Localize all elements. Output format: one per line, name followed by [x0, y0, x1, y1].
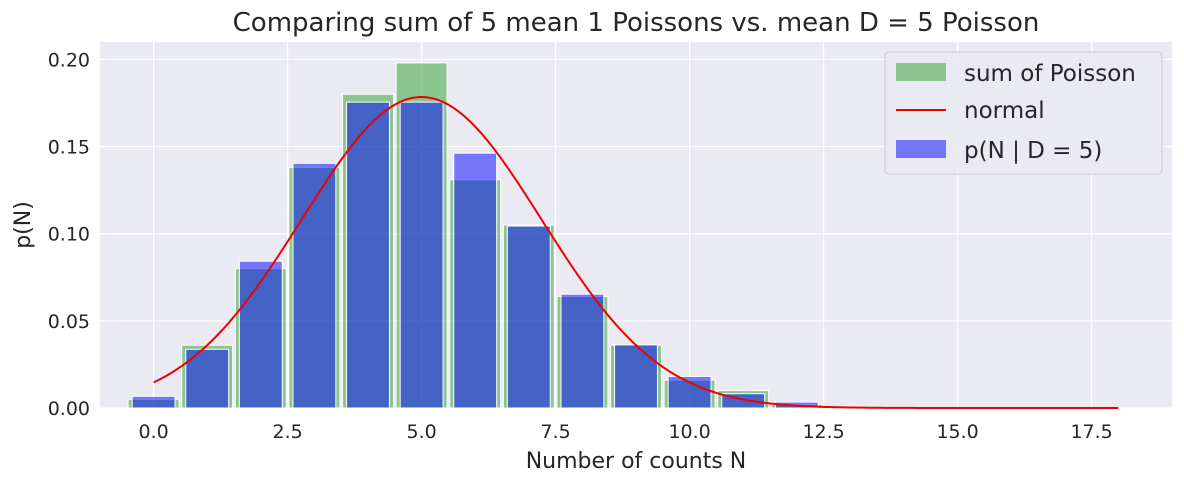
series-line-normal [153, 96, 1119, 409]
bar-poisson-d5-1 [185, 348, 230, 409]
x-tick-label-6: 15.0 [936, 421, 978, 443]
bar-poisson-d5-3 [292, 162, 337, 409]
bar-poisson-d5-9 [614, 344, 658, 409]
x-axis-label: Number of counts N [526, 449, 747, 474]
legend-box [884, 51, 1163, 175]
x-tick-labels: 0.0 2.5 5.0 7.5 10.0 12.5 15.0 17.5 [138, 421, 1112, 443]
bar-poisson-d5-10 [667, 375, 712, 409]
bar-poisson-d5-4 [346, 101, 390, 409]
y-tick-label-4: 0.20 [48, 49, 90, 71]
x-tick-label-2: 5.0 [406, 421, 436, 443]
x-tick-label-7: 17.5 [1070, 421, 1112, 443]
legend-label-normal: normal [964, 98, 1045, 124]
y-tick-label-3: 0.15 [48, 137, 90, 159]
x-tick-label-3: 7.5 [540, 421, 570, 443]
bar-poisson-d5-5 [399, 101, 444, 409]
legend-label-poisson-d5: p(N | D = 5) [964, 138, 1102, 164]
y-axis-label: p(N) [11, 201, 36, 249]
bar-poisson-d5-0 [131, 395, 176, 409]
bars-poisson-d5 [131, 101, 819, 409]
y-tick-label-1: 0.05 [48, 311, 90, 333]
x-tick-label-1: 2.5 [272, 421, 302, 443]
legend: sum of Poisson normal p(N | D = 5) [884, 51, 1163, 175]
chart-title: Comparing sum of 5 mean 1 Poissons vs. m… [233, 8, 1040, 38]
x-tick-label-5: 12.5 [802, 421, 844, 443]
legend-swatch-poisson-d5 [896, 140, 946, 158]
y-tick-label-0: 0.00 [48, 398, 90, 420]
x-tick-label-4: 10.0 [668, 421, 710, 443]
y-tick-labels: 0.00 0.05 0.10 0.15 0.20 [48, 49, 90, 420]
bar-poisson-d5-8 [560, 293, 605, 409]
legend-label-sum-of-poisson: sum of Poisson [964, 61, 1136, 87]
bar-poisson-d5-2 [238, 260, 283, 409]
bar-poisson-d5-6 [453, 152, 498, 409]
x-tick-label-0: 0.0 [138, 421, 168, 443]
legend-swatch-sum-of-poisson [896, 63, 946, 81]
y-tick-label-2: 0.10 [48, 224, 90, 246]
bar-poisson-d5-7 [506, 225, 551, 409]
